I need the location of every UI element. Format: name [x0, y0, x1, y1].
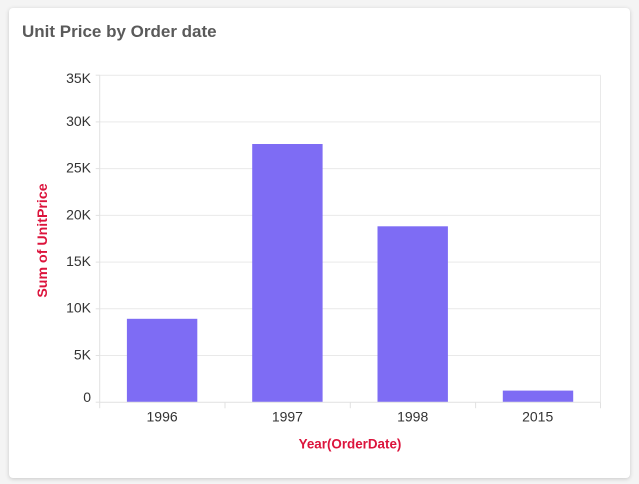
svg-text:30K: 30K	[66, 113, 92, 129]
svg-text:35K: 35K	[66, 70, 92, 86]
svg-text:20K: 20K	[66, 206, 92, 222]
svg-text:Year(OrderDate): Year(OrderDate)	[299, 437, 402, 452]
svg-text:1996: 1996	[147, 409, 178, 425]
svg-text:0: 0	[83, 389, 91, 405]
svg-text:2015: 2015	[522, 409, 553, 425]
svg-text:5K: 5K	[74, 346, 92, 362]
svg-text:1997: 1997	[272, 409, 303, 425]
svg-text:10K: 10K	[66, 300, 92, 316]
svg-text:1998: 1998	[397, 409, 428, 425]
svg-text:Sum of UnitPrice: Sum of UnitPrice	[35, 183, 51, 297]
svg-text:15K: 15K	[66, 253, 92, 269]
svg-text:25K: 25K	[66, 160, 92, 176]
